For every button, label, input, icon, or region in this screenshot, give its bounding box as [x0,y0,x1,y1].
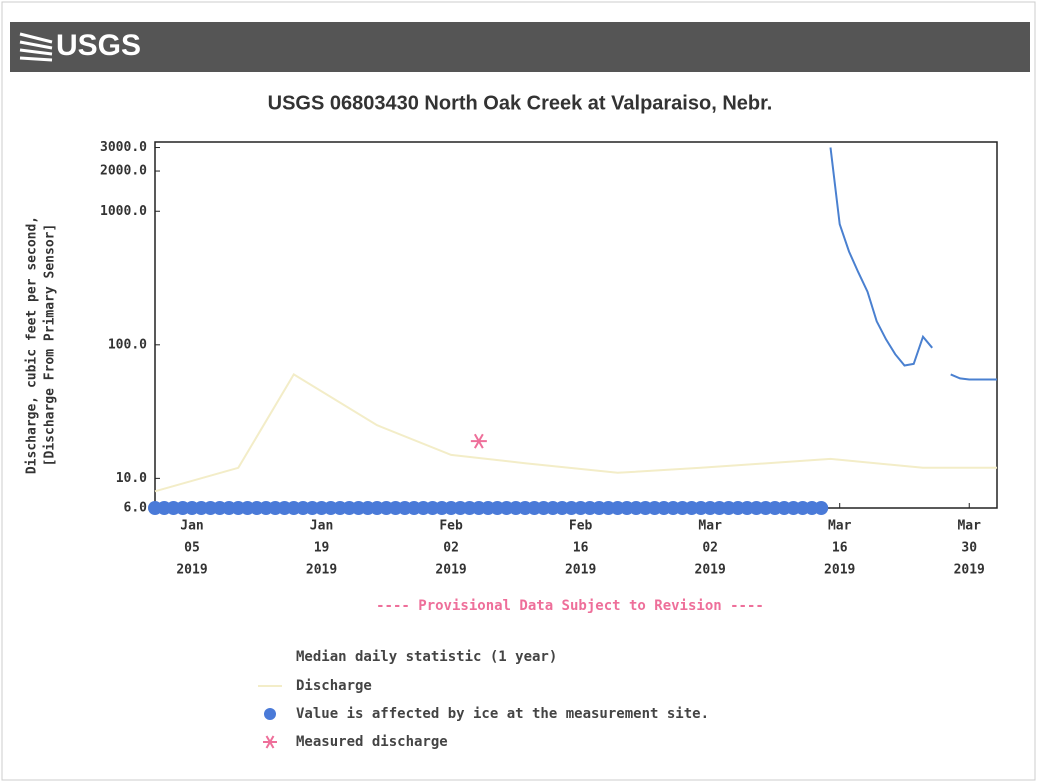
y-tick-label: 6.0 [124,501,148,516]
legend-swatch [263,735,277,749]
x-tick-label: 2019 [306,563,337,578]
asterisk-stroke [265,735,275,749]
x-tick-label: Jan [180,519,203,534]
legend-label: Value is affected by ice at the measurem… [296,706,709,722]
x-tick-label: 16 [832,541,848,556]
x-tick-label: Mar [698,519,722,534]
legend-swatch [264,708,276,720]
x-tick-label: 30 [961,541,977,556]
logo-mark [19,32,53,62]
y-tick-label: 1000.0 [100,204,147,219]
y-tick-label: 100.0 [108,337,147,352]
measured-point [470,433,487,449]
x-tick-label: 2019 [954,563,985,578]
x-tick-label: 2019 [565,563,596,578]
y-tick-label: 3000.0 [100,140,147,155]
series-line [154,373,997,493]
x-tick-label: 2019 [695,563,726,578]
x-tick-label: 19 [314,541,330,556]
x-tick-label: 2019 [824,563,855,578]
legend-label: Measured discharge [296,734,448,750]
asterisk-stroke [473,433,484,449]
x-tick-label: Feb [569,519,593,534]
x-tick-label: 2019 [435,563,466,578]
x-tick-label: 16 [573,541,589,556]
legend-title: Median daily statistic (1 year) [296,649,557,665]
x-tick-label: Jan [310,519,333,534]
y-tick-label: 10.0 [116,471,147,486]
legend-label: Discharge [296,678,372,694]
series-line [829,147,997,381]
chart-title: USGS 06803430 North Oak Creek at Valpara… [268,92,773,114]
y-axis-label: Discharge, cubic feet per second, [25,216,40,474]
x-tick-label: 02 [443,541,459,556]
y-axis-label: [Discharge From Primary Sensor] [43,224,58,467]
annotation: ---- Provisional Data Subject to Revisio… [376,598,764,614]
header-bar [10,22,1030,72]
x-tick-label: 02 [702,541,718,556]
logo: USGS [56,29,141,62]
x-tick-label: Mar [828,519,852,534]
x-tick-label: 05 [184,541,200,556]
ice-point [814,501,829,515]
x-tick-label: Mar [957,519,981,534]
y-tick-label: 2000.0 [100,164,147,179]
x-tick-label: Feb [439,519,463,534]
x-tick-label: 2019 [176,563,207,578]
